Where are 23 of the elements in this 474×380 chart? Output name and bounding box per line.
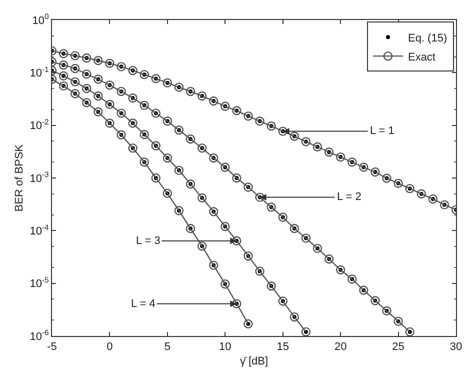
y-tick-label: 10$^{-3}$ [30,170,49,185]
annotation: L = 4 [131,298,156,310]
annotation: L = 2 [337,191,362,203]
x-tick-label: 0 [106,341,113,354]
y-tick-label: 10$^{-2}$ [30,118,49,132]
annotation: L = 1 [370,125,394,137]
y-axis-title: BER of BPSK [13,144,26,212]
x-tick-label: 5 [164,341,170,354]
x-tick-label: 30 [450,341,462,354]
y-tick-label: 10$^{0}$ [32,12,49,27]
x-tick-label: 20 [334,341,347,354]
legend-label: Eq. (15) [408,32,448,44]
legend-label: Exact [408,51,436,64]
y-tick-label: 10$^{-1}$ [30,64,49,80]
annotation: L = 3 [136,235,160,247]
x-tick-label: 25 [392,341,404,354]
x-axis-title: γ̄ [dB] [240,355,268,368]
y-tick-label: 10$^{-4}$ [30,222,50,238]
x-tick-label: 10 [219,341,232,354]
y-tick-label: 10$^{-5}$ [30,276,49,290]
y-tick-label: 10$^{-6}$ [30,328,49,343]
x-tick-label: -5 [47,341,57,354]
x-tick-label: 15 [276,341,289,354]
